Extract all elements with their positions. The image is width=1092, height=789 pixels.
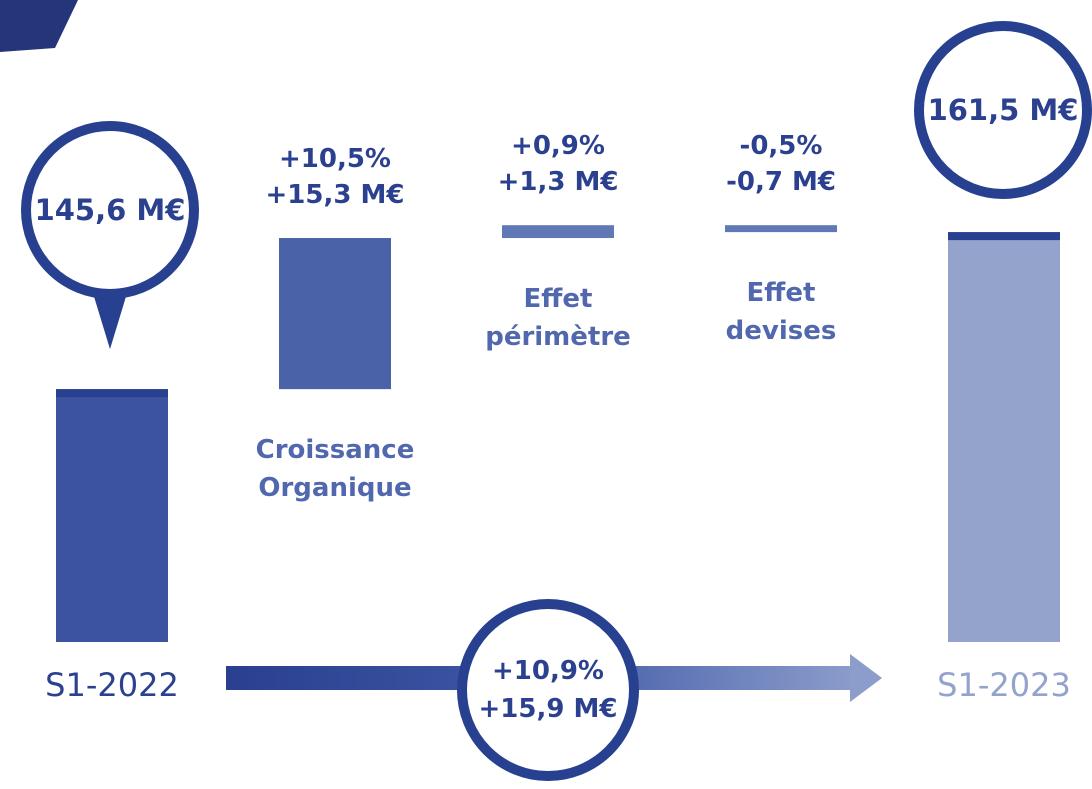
callout-pointer xyxy=(92,290,128,350)
bar xyxy=(502,225,614,239)
value-label: 161,5 M€ xyxy=(927,93,1079,127)
value-label: +15,3 M€ xyxy=(265,180,405,211)
bar-cap xyxy=(56,389,168,398)
category-label: Effet devises xyxy=(725,278,837,347)
category-label: Croissance Organique xyxy=(255,435,415,504)
percent-label: -0,5% xyxy=(739,131,823,162)
value-label: -0,7 M€ xyxy=(726,167,836,198)
bar xyxy=(725,225,837,233)
callout-circle xyxy=(914,21,1092,199)
corner-shape xyxy=(0,0,78,52)
percent-label: +0,9% xyxy=(511,131,605,162)
category-label: S1-2022 xyxy=(45,666,179,704)
growth-percent: +10,9% xyxy=(492,656,604,686)
growth-amount: +15,9 M€ xyxy=(478,694,618,724)
bar xyxy=(56,389,168,642)
arrow-head xyxy=(850,654,882,702)
category-label: Effet périmètre xyxy=(485,284,631,353)
value-label: 145,6 M€ xyxy=(34,193,186,227)
value-label: +1,3 M€ xyxy=(497,167,619,198)
percent-label: +10,5% xyxy=(279,144,391,175)
bar xyxy=(279,238,391,390)
callout-circle xyxy=(21,121,199,299)
category-label: S1-2023 xyxy=(937,666,1071,704)
growth-circle xyxy=(457,599,639,781)
bar xyxy=(948,232,1060,642)
bar-cap xyxy=(948,232,1060,241)
